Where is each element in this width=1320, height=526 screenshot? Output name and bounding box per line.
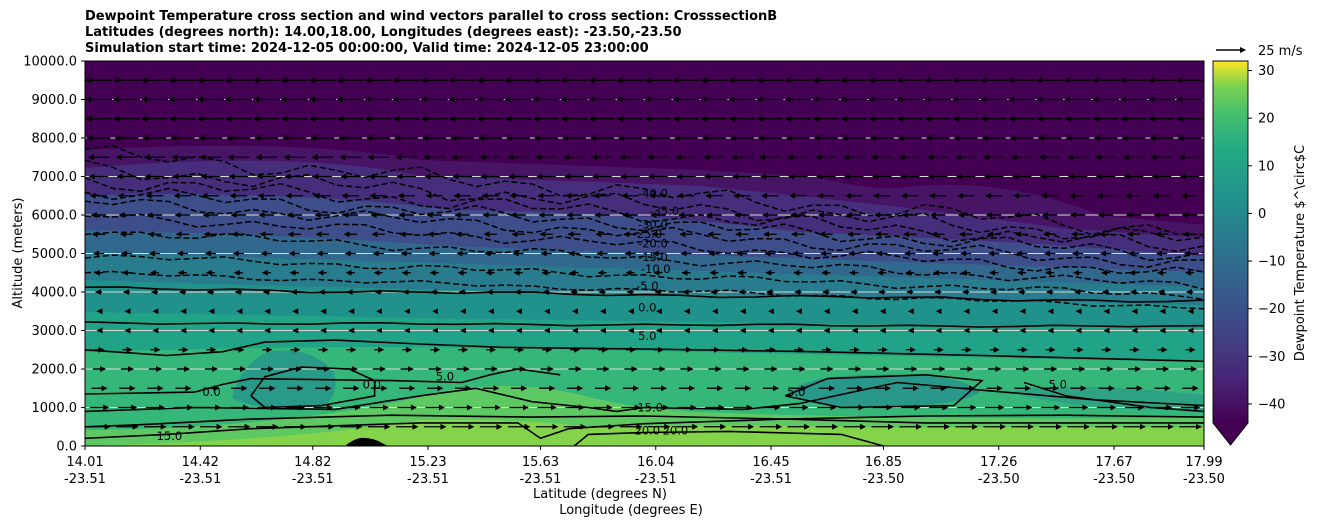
contour-line [1023,381,1204,413]
contour-line [85,414,1204,428]
contour-line [85,286,1204,303]
contour-label: 15.0 [157,429,183,443]
y-tick-label: 4000.0 [32,286,78,301]
x-tick-label-lat: 14.82 [294,455,331,470]
x-tick-label-lon: -23.50 [863,472,905,487]
colorbar-tick-label: −10 [1258,255,1285,270]
x-axis-label-latitude: Latitude (degrees N) [533,487,667,502]
contour-label: 20.0 [663,423,689,437]
colorbar-tick-label: 10 [1258,159,1275,174]
contour-labels: -40.0 -35.0-30.0-25.0-20.0-15.0-10.0 -5.0 0… [157,187,1067,444]
contour-line [85,339,1204,363]
x-tick-label-lat: 14.42 [182,455,219,470]
contour-line [573,430,884,446]
contour-line [784,373,984,409]
contour-label: -5.0 [636,279,658,293]
y-tick-label: 3000.0 [32,324,78,339]
contour-label: 0.0 [638,300,656,314]
y-tick-label: 10000.0 [23,55,77,70]
contour-line-negative [85,231,1204,291]
x-tick-label-lat: 15.63 [522,455,559,470]
x-tick-label-lon: -23.51 [635,472,677,487]
colorbar-tick-label: −30 [1258,350,1285,365]
contour-label: -40.0 [638,187,668,201]
contour-label: 15.0 [637,400,663,414]
colorbar-ticks: 30 20 10 0 −10 −20 −30 −40 [1248,64,1285,412]
contour-label: -25.0 [632,227,662,241]
contour-label: 0.0 [202,385,220,399]
colorbar-tick-label: −20 [1258,302,1285,317]
colorbar: 30 20 10 0 −10 −20 −30 −40 Dewpoint Temperature… [1212,60,1308,446]
x-tick-label-lon: -23.51 [520,472,562,487]
contour-label: 5.0 [787,385,805,399]
y-tick-label: 0.0 [56,440,77,455]
chart-title-line-3: Simulation start time: 2024-12-05 00:00:… [85,41,649,56]
contour-label: 0.0 [363,377,381,391]
contour-line-negative [85,187,1204,262]
contour-line [85,418,1204,440]
x-tick-label-lat: 15.23 [409,455,446,470]
x-tick-label-lat: 17.67 [1095,455,1132,470]
chart-title-line-1: Dewpoint Temperature cross section and w… [85,9,778,24]
y-tick-label: 5000.0 [32,247,78,262]
x-tick-label-lon: -23.50 [978,472,1020,487]
x-axis: 14.01 -23.51 14.42 -23.51 14.82 -23.51 15.23 -2… [64,446,1225,487]
colorbar-tick-label: −40 [1258,397,1285,412]
contour-label: -10.0 [641,262,671,276]
x-tick-label-lon: -23.51 [750,472,792,487]
colorbar-extend-triangle [1213,423,1248,445]
contour-label: 5.0 [436,370,454,384]
contour-line [85,381,1204,413]
contour-line [85,368,561,395]
fill-band [790,374,980,408]
contour-label: 5.0 [1049,377,1067,391]
y-tick-label: 7000.0 [32,170,78,185]
y-axis-label: Altitude (meters) [11,198,26,309]
colorbar-gradient [1213,61,1248,423]
wind-key-label: 25 m/s [1258,44,1303,59]
wind-key: 25 m/s [1216,44,1303,59]
chart-title-line-2: Latitudes (degrees north): 14.00,18.00, … [85,25,682,40]
x-tick-label-lat: 16.04 [637,455,674,470]
x-tick-label-lat: 14.01 [66,455,103,470]
y-tick-label: 6000.0 [32,209,78,224]
contour-line-negative [85,159,1204,242]
y-axis: 0.0 1000.0 2000.0 3000.0 4000.0 5000.0 6000.0 7… [23,55,85,455]
contour-label: -30.0 [638,217,668,231]
contour-label: 20.0 [635,423,661,437]
colorbar-outline [1212,60,1249,446]
contour-line [85,321,1204,328]
contour-line-negative [85,270,1204,310]
x-tick-label-lon: -23.51 [179,472,221,487]
x-tick-label-lat: 16.85 [865,455,902,470]
y-tick-label: 9000.0 [32,93,78,108]
y-tick-label: 1000.0 [32,401,78,416]
x-tick-label-lon: -23.51 [64,472,106,487]
x-axis-label-longitude: Longitude (degrees E) [559,503,703,518]
wind-vectors [85,77,1203,430]
colorbar-tick-label: 30 [1258,64,1275,79]
plot-area: -40.0 -35.0-30.0-25.0-20.0-15.0-10.0 -5.0 0… [85,61,1204,446]
y-tick-label: 2000.0 [32,363,78,378]
contour-label: -15.0 [638,250,668,264]
terrain-hill [345,437,388,446]
colorbar-tick-label: 0 [1258,207,1266,222]
contour-label: -20.0 [638,237,668,251]
x-tick-label-lon: -23.51 [407,472,449,487]
contour-label: 5.0 [638,329,656,343]
y-tick-label: 8000.0 [32,132,78,147]
x-tick-label-lon: -23.50 [1183,472,1225,487]
x-tick-label-lon: -23.50 [1093,472,1135,487]
fill-band [1010,386,1204,411]
contour-label: -35.0 [649,204,679,218]
colorbar-label: Dewpoint Temperature $^\circ$C [1293,145,1308,361]
x-tick-label-lat: 17.26 [980,455,1017,470]
contour-line-negative [85,254,1204,301]
x-tick-label-lat: 16.45 [752,455,789,470]
x-tick-label-lon: -23.51 [292,472,334,487]
x-tick-label-lat: 17.99 [1185,455,1222,470]
colorbar-tick-label: 20 [1258,112,1275,127]
